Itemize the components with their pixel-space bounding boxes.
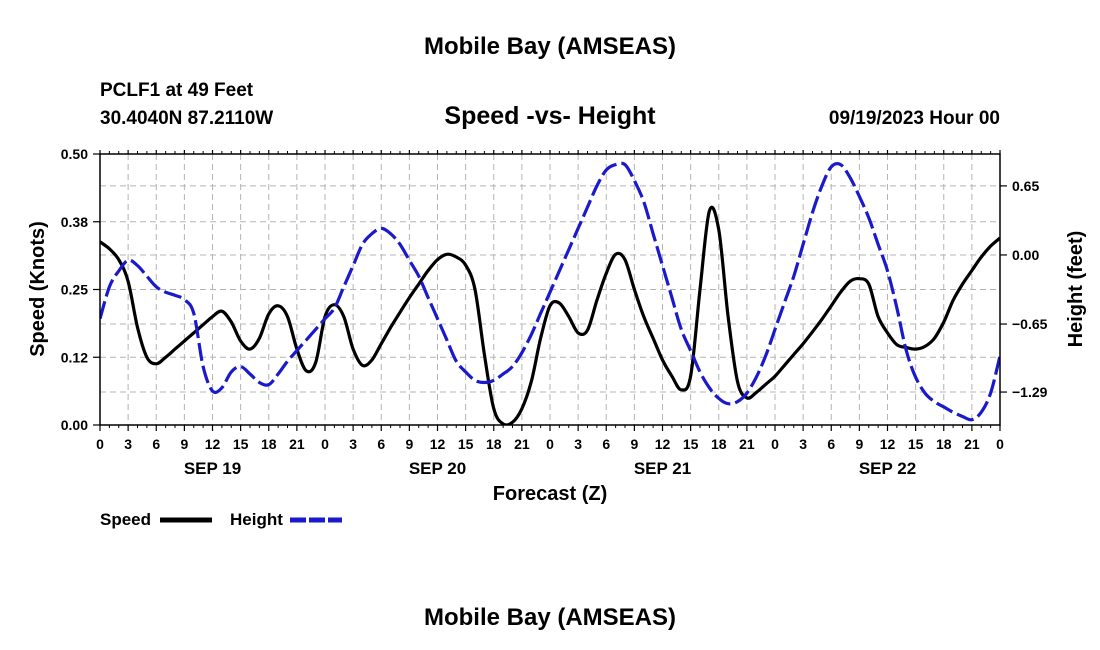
x-tick-label: 12 [880, 436, 896, 452]
x-tick-label: 15 [908, 436, 924, 452]
x-tick-label: 12 [205, 436, 221, 452]
x-tick-label: 6 [827, 436, 835, 452]
x-tick-label: 21 [514, 436, 530, 452]
x-axis: 0 3 6 9 12 15 18 21 0 3 6 9 12 15 18 21 0 3 6 9 12 15 18 21 0 3 6 9… [96, 150, 1004, 478]
x-tick-label: 3 [124, 436, 132, 452]
coords-label: 30.4040N 87.2110W [100, 108, 273, 129]
x-tick-label: 21 [739, 436, 755, 452]
x-tick-label: 12 [655, 436, 671, 452]
chart-subtitle: Speed -vs- Height [444, 102, 656, 130]
y-axis-left: 0.00 0.12 0.25 0.38 0.50 [61, 146, 100, 433]
x-tick-label: 6 [602, 436, 610, 452]
x-tick-label: 0 [771, 436, 779, 452]
x-tick-label: 3 [349, 436, 357, 452]
y-right-tick-label: 0.65 [1012, 178, 1039, 194]
x-tick-label: 9 [855, 436, 863, 452]
y-left-tick-label: 0.00 [61, 417, 88, 433]
y-axis-left-title: Speed (Knots) [27, 221, 49, 357]
series-line-speed [100, 205, 1000, 425]
x-tick-label: 18 [486, 436, 502, 452]
x-tick-label: 15 [233, 436, 249, 452]
x-tick-label: 9 [180, 436, 188, 452]
x-tick-label: 3 [574, 436, 582, 452]
x-tick-label: 6 [377, 436, 385, 452]
x-tick-label: 9 [630, 436, 638, 452]
y-left-tick-label: 0.12 [61, 349, 88, 365]
y-axis-right-title: Height (feet) [1065, 231, 1087, 348]
y-right-tick-label: −1.29 [1012, 384, 1048, 400]
x-tick-label: 12 [430, 436, 446, 452]
footer-title: Mobile Bay (AMSEAS) [424, 604, 676, 631]
day-label: SEP 20 [409, 459, 466, 478]
x-tick-label: 0 [546, 436, 554, 452]
x-tick-label: 0 [321, 436, 329, 452]
x-tick-label: 9 [405, 436, 413, 452]
series-line-height [100, 161, 1000, 422]
series-layer [100, 161, 1000, 425]
y-right-tick-label: 0.00 [1012, 247, 1039, 263]
x-tick-label: 18 [936, 436, 952, 452]
forecast-time-label: 09/19/2023 Hour 00 [829, 108, 1000, 129]
y-right-tick-label: −0.65 [1012, 316, 1048, 332]
x-tick-label: 18 [711, 436, 727, 452]
x-tick-label: 3 [799, 436, 807, 452]
y-left-tick-label: 0.25 [61, 282, 88, 298]
x-tick-label: 6 [152, 436, 160, 452]
day-label: SEP 22 [859, 459, 916, 478]
day-label: SEP 21 [634, 459, 691, 478]
day-label: SEP 19 [184, 459, 241, 478]
x-tick-label: 15 [683, 436, 699, 452]
legend-height-label: Height [230, 510, 283, 529]
legend-speed-label: Speed [100, 510, 151, 529]
y-left-tick-label: 0.50 [61, 146, 88, 162]
x-tick-label: 18 [261, 436, 277, 452]
station-label: PCLF1 at 49 Feet [100, 80, 254, 101]
x-axis-title: Forecast (Z) [493, 483, 607, 505]
legend: Speed Height [100, 510, 342, 529]
x-tick-label: 21 [964, 436, 980, 452]
x-tick-label: 0 [996, 436, 1004, 452]
y-axis-right: 0.65 0.00 −0.65 −1.29 [1000, 178, 1048, 400]
chart-main-title: Mobile Bay (AMSEAS) [424, 33, 676, 60]
x-tick-label: 15 [458, 436, 474, 452]
x-tick-label: 21 [289, 436, 305, 452]
x-tick-label: 0 [96, 436, 104, 452]
y-left-tick-label: 0.38 [61, 214, 88, 230]
